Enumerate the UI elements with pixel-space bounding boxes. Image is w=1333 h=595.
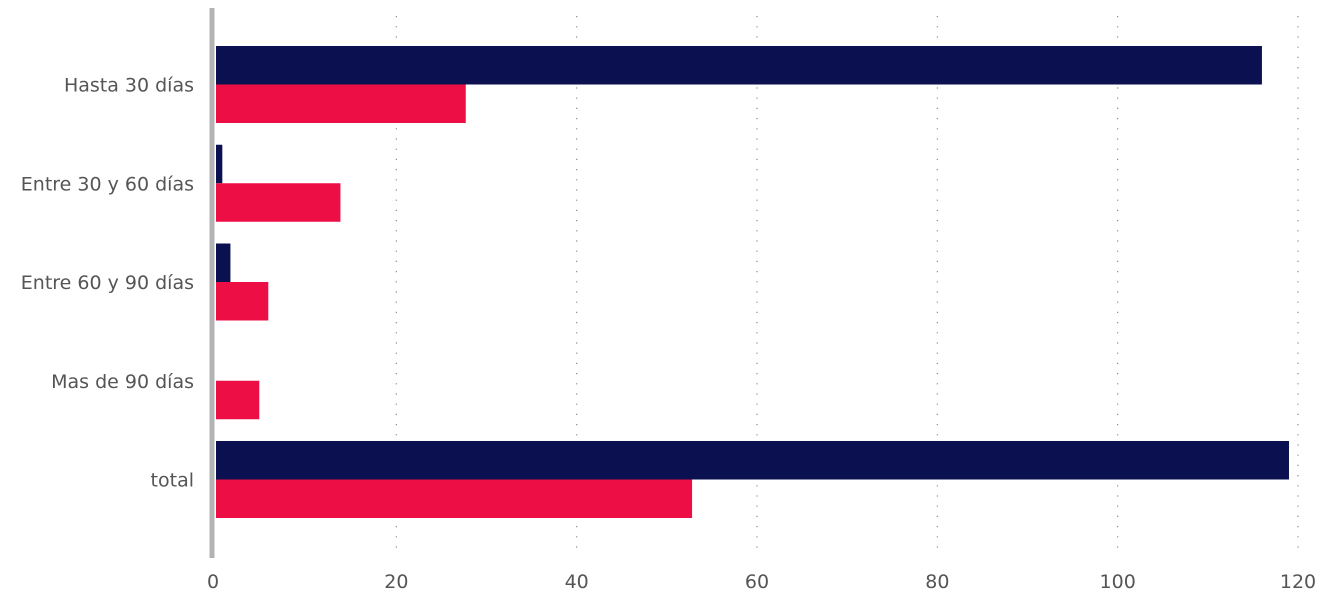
bar-series-2-cat-5 bbox=[216, 479, 693, 518]
x-tick-label: 80 bbox=[925, 571, 949, 593]
category-label: total bbox=[151, 470, 194, 492]
gridlines bbox=[395, 16, 1299, 548]
x-tick-label: 120 bbox=[1280, 571, 1316, 593]
category-label: Mas de 90 días bbox=[51, 371, 194, 393]
bar-series-1-cat-5 bbox=[216, 441, 1289, 480]
category-label: Entre 30 y 60 días bbox=[21, 173, 194, 195]
bar-series-2-cat-1 bbox=[216, 84, 466, 123]
x-tick-label: 100 bbox=[1100, 571, 1136, 593]
bar-series-1-cat-2 bbox=[216, 144, 223, 184]
bar-series-2-cat-3 bbox=[216, 282, 269, 321]
bars bbox=[216, 46, 1289, 518]
bar-series-1-cat-1 bbox=[216, 46, 1262, 85]
x-tick-labels: 0 20 40 60 80 100 120 bbox=[207, 571, 1316, 593]
category-label: Hasta 30 días bbox=[64, 75, 194, 97]
x-tick-label: 60 bbox=[745, 571, 769, 593]
x-tick-label: 40 bbox=[565, 571, 589, 593]
x-tick-label: 0 bbox=[207, 571, 219, 593]
x-tick-label: 20 bbox=[384, 571, 408, 593]
category-label: Entre 60 y 90 días bbox=[21, 272, 194, 294]
category-labels: Hasta 30 días Entre 30 y 60 días Entre 60 … bbox=[21, 75, 194, 492]
bar-series-1-cat-3 bbox=[216, 243, 231, 282]
bar-series-2-cat-2 bbox=[216, 183, 341, 222]
bar-series-2-cat-4 bbox=[216, 380, 260, 420]
